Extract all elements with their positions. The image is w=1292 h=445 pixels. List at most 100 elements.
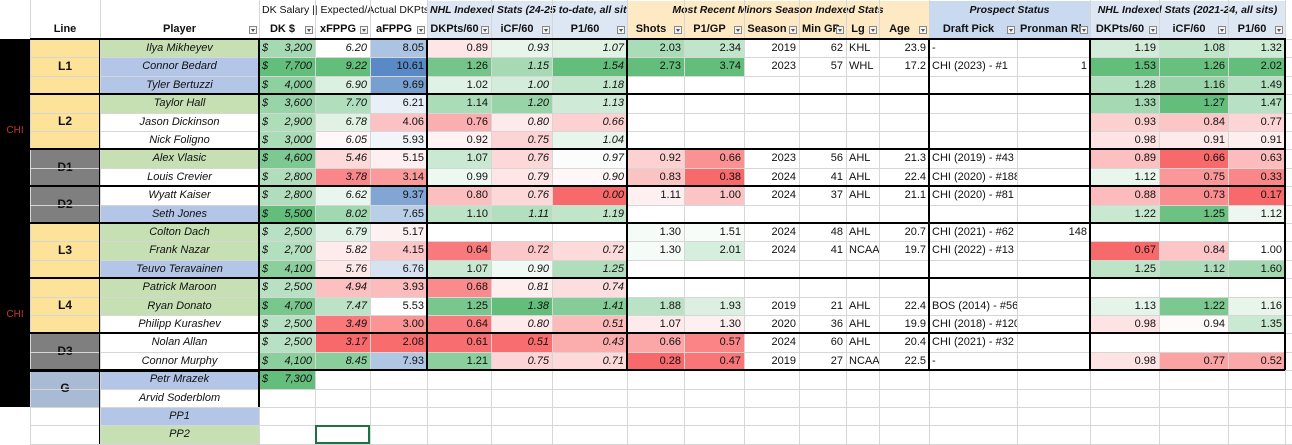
minors-season[interactable]: 2024 — [744, 333, 799, 352]
dk-salary[interactable]: 2,500 — [259, 223, 315, 242]
nhl-p160[interactable]: 1.13 — [552, 94, 627, 113]
minors-shots[interactable] — [627, 75, 684, 95]
nhl-p160[interactable] — [552, 425, 627, 444]
line-group-g[interactable]: G — [30, 370, 100, 407]
dk-salary[interactable]: 3,600 — [259, 94, 315, 113]
minors-min-gp[interactable] — [799, 204, 846, 223]
afppg[interactable]: 5.15 — [370, 149, 427, 168]
filter-dropdown-icon[interactable] — [305, 26, 313, 34]
afppg[interactable]: 3.14 — [370, 167, 427, 187]
minors-season[interactable]: 2019 — [744, 351, 799, 371]
age[interactable]: 19.9 — [879, 315, 929, 334]
minors-min-gp[interactable]: 48 — [799, 223, 846, 242]
nhl-icf60[interactable]: 0.80 — [491, 112, 552, 131]
filter-dropdown-icon[interactable] — [1218, 26, 1226, 34]
nhl2-p160[interactable]: 1.00 — [1228, 241, 1285, 260]
xfppg[interactable]: 6.05 — [315, 131, 370, 150]
nhl-p160[interactable]: 1.54 — [552, 57, 627, 76]
col-header-season[interactable]: Season — [744, 20, 799, 39]
nhl-dkpts60[interactable] — [427, 425, 491, 444]
age[interactable] — [879, 370, 929, 389]
minors-min-gp[interactable]: 36 — [799, 315, 846, 334]
line-group-d2[interactable]: D2 — [30, 186, 100, 223]
nhl-icf60[interactable]: 0.90 — [491, 259, 552, 279]
minors-season[interactable] — [744, 370, 799, 389]
nhl2-p160[interactable]: 1.35 — [1228, 315, 1285, 334]
afppg[interactable]: 3.93 — [370, 278, 427, 297]
pronman-rank[interactable] — [1017, 167, 1090, 187]
col-header-mingp[interactable]: Min GP — [799, 20, 846, 39]
nhl2-icf60[interactable] — [1159, 407, 1228, 426]
player-name[interactable]: Teuvo Teravainen — [100, 259, 259, 279]
minors-league[interactable]: AHL — [846, 333, 879, 352]
minors-shots[interactable] — [627, 388, 684, 407]
minors-shots[interactable]: 1.30 — [627, 223, 684, 242]
player-name[interactable]: Wyatt Kaiser — [100, 186, 259, 205]
draft-pick[interactable] — [929, 204, 1017, 223]
minors-min-gp[interactable]: 56 — [799, 149, 846, 168]
pronman-rank[interactable] — [1017, 241, 1090, 260]
nhl2-icf60[interactable]: 0.77 — [1159, 351, 1228, 371]
col-header-pron[interactable]: Pronman Rk — [1017, 20, 1090, 39]
nhl-p160[interactable] — [552, 370, 627, 389]
nhl-p160[interactable] — [552, 407, 627, 426]
filter-dropdown-icon[interactable] — [734, 26, 742, 34]
nhl2-dkpts60[interactable]: 1.33 — [1090, 94, 1159, 113]
xfppg[interactable]: 5.82 — [315, 241, 370, 260]
minors-season[interactable]: 2019 — [744, 39, 799, 58]
line-group-d1[interactable]: D1 — [30, 149, 100, 187]
filter-dropdown-icon[interactable] — [919, 26, 927, 34]
nhl2-icf60[interactable]: 0.91 — [1159, 131, 1228, 150]
afppg[interactable]: 5.17 — [370, 223, 427, 242]
filter-dropdown-icon[interactable] — [836, 26, 844, 34]
xfppg[interactable]: 5.76 — [315, 259, 370, 279]
minors-league[interactable] — [846, 94, 879, 113]
nhl2-icf60[interactable]: 0.75 — [1159, 167, 1228, 187]
line-group-d3[interactable]: D3 — [30, 333, 100, 371]
dk-salary[interactable] — [259, 425, 315, 444]
nhl-p160[interactable]: 0.71 — [552, 351, 627, 371]
minors-season[interactable]: 2020 — [744, 315, 799, 334]
nhl2-p160[interactable] — [1228, 407, 1285, 426]
filter-dropdown-icon[interactable] — [674, 26, 682, 34]
dk-salary[interactable]: 2,800 — [259, 167, 315, 187]
minors-p1gp[interactable]: 0.57 — [684, 333, 744, 352]
nhl-icf60[interactable]: 1.38 — [491, 296, 552, 315]
dk-salary[interactable]: 4,000 — [259, 75, 315, 95]
minors-min-gp[interactable]: 41 — [799, 241, 846, 260]
minors-league[interactable] — [846, 370, 879, 389]
nhl-dkpts60[interactable] — [427, 407, 491, 426]
col-header-n3[interactable]: P1/60 — [552, 20, 627, 39]
dk-salary[interactable] — [259, 388, 315, 407]
minors-season[interactable]: 2024 — [744, 241, 799, 260]
filter-dropdown-icon[interactable] — [789, 26, 797, 34]
pronman-rank[interactable] — [1017, 407, 1090, 426]
nhl-icf60[interactable]: 0.75 — [491, 351, 552, 371]
player-name[interactable]: Jason Dickinson — [100, 112, 259, 131]
nhl-p160[interactable] — [552, 388, 627, 407]
nhl2-p160[interactable]: 1.47 — [1228, 94, 1285, 113]
pronman-rank[interactable] — [1017, 278, 1090, 297]
afppg[interactable]: 8.05 — [370, 39, 427, 58]
nhl-icf60[interactable] — [491, 223, 552, 242]
minors-league[interactable]: AHL — [846, 186, 879, 205]
nhl2-icf60[interactable] — [1159, 223, 1228, 242]
xfppg[interactable]: 5.46 — [315, 149, 370, 168]
col-header-a[interactable]: aFPPG — [370, 20, 427, 39]
pronman-rank[interactable] — [1017, 259, 1090, 279]
minors-p1gp[interactable] — [684, 75, 744, 95]
nhl-p160[interactable]: 1.04 — [552, 131, 627, 150]
minors-shots[interactable]: 0.83 — [627, 167, 684, 187]
nhl-dkpts60[interactable]: 0.92 — [427, 131, 491, 150]
nhl-icf60[interactable] — [491, 407, 552, 426]
filter-dropdown-icon[interactable] — [542, 26, 550, 34]
nhl-p160[interactable]: 0.43 — [552, 333, 627, 352]
nhl2-dkpts60[interactable]: 0.67 — [1090, 241, 1159, 260]
minors-p1gp[interactable]: 0.66 — [684, 149, 744, 168]
player-name[interactable]: Alex Vlasic — [100, 149, 259, 168]
age[interactable]: 17.2 — [879, 57, 929, 76]
nhl2-dkpts60[interactable]: 0.98 — [1090, 131, 1159, 150]
minors-league[interactable]: AHL — [846, 223, 879, 242]
minors-p1gp[interactable]: 2.01 — [684, 241, 744, 260]
minors-league[interactable] — [846, 278, 879, 297]
